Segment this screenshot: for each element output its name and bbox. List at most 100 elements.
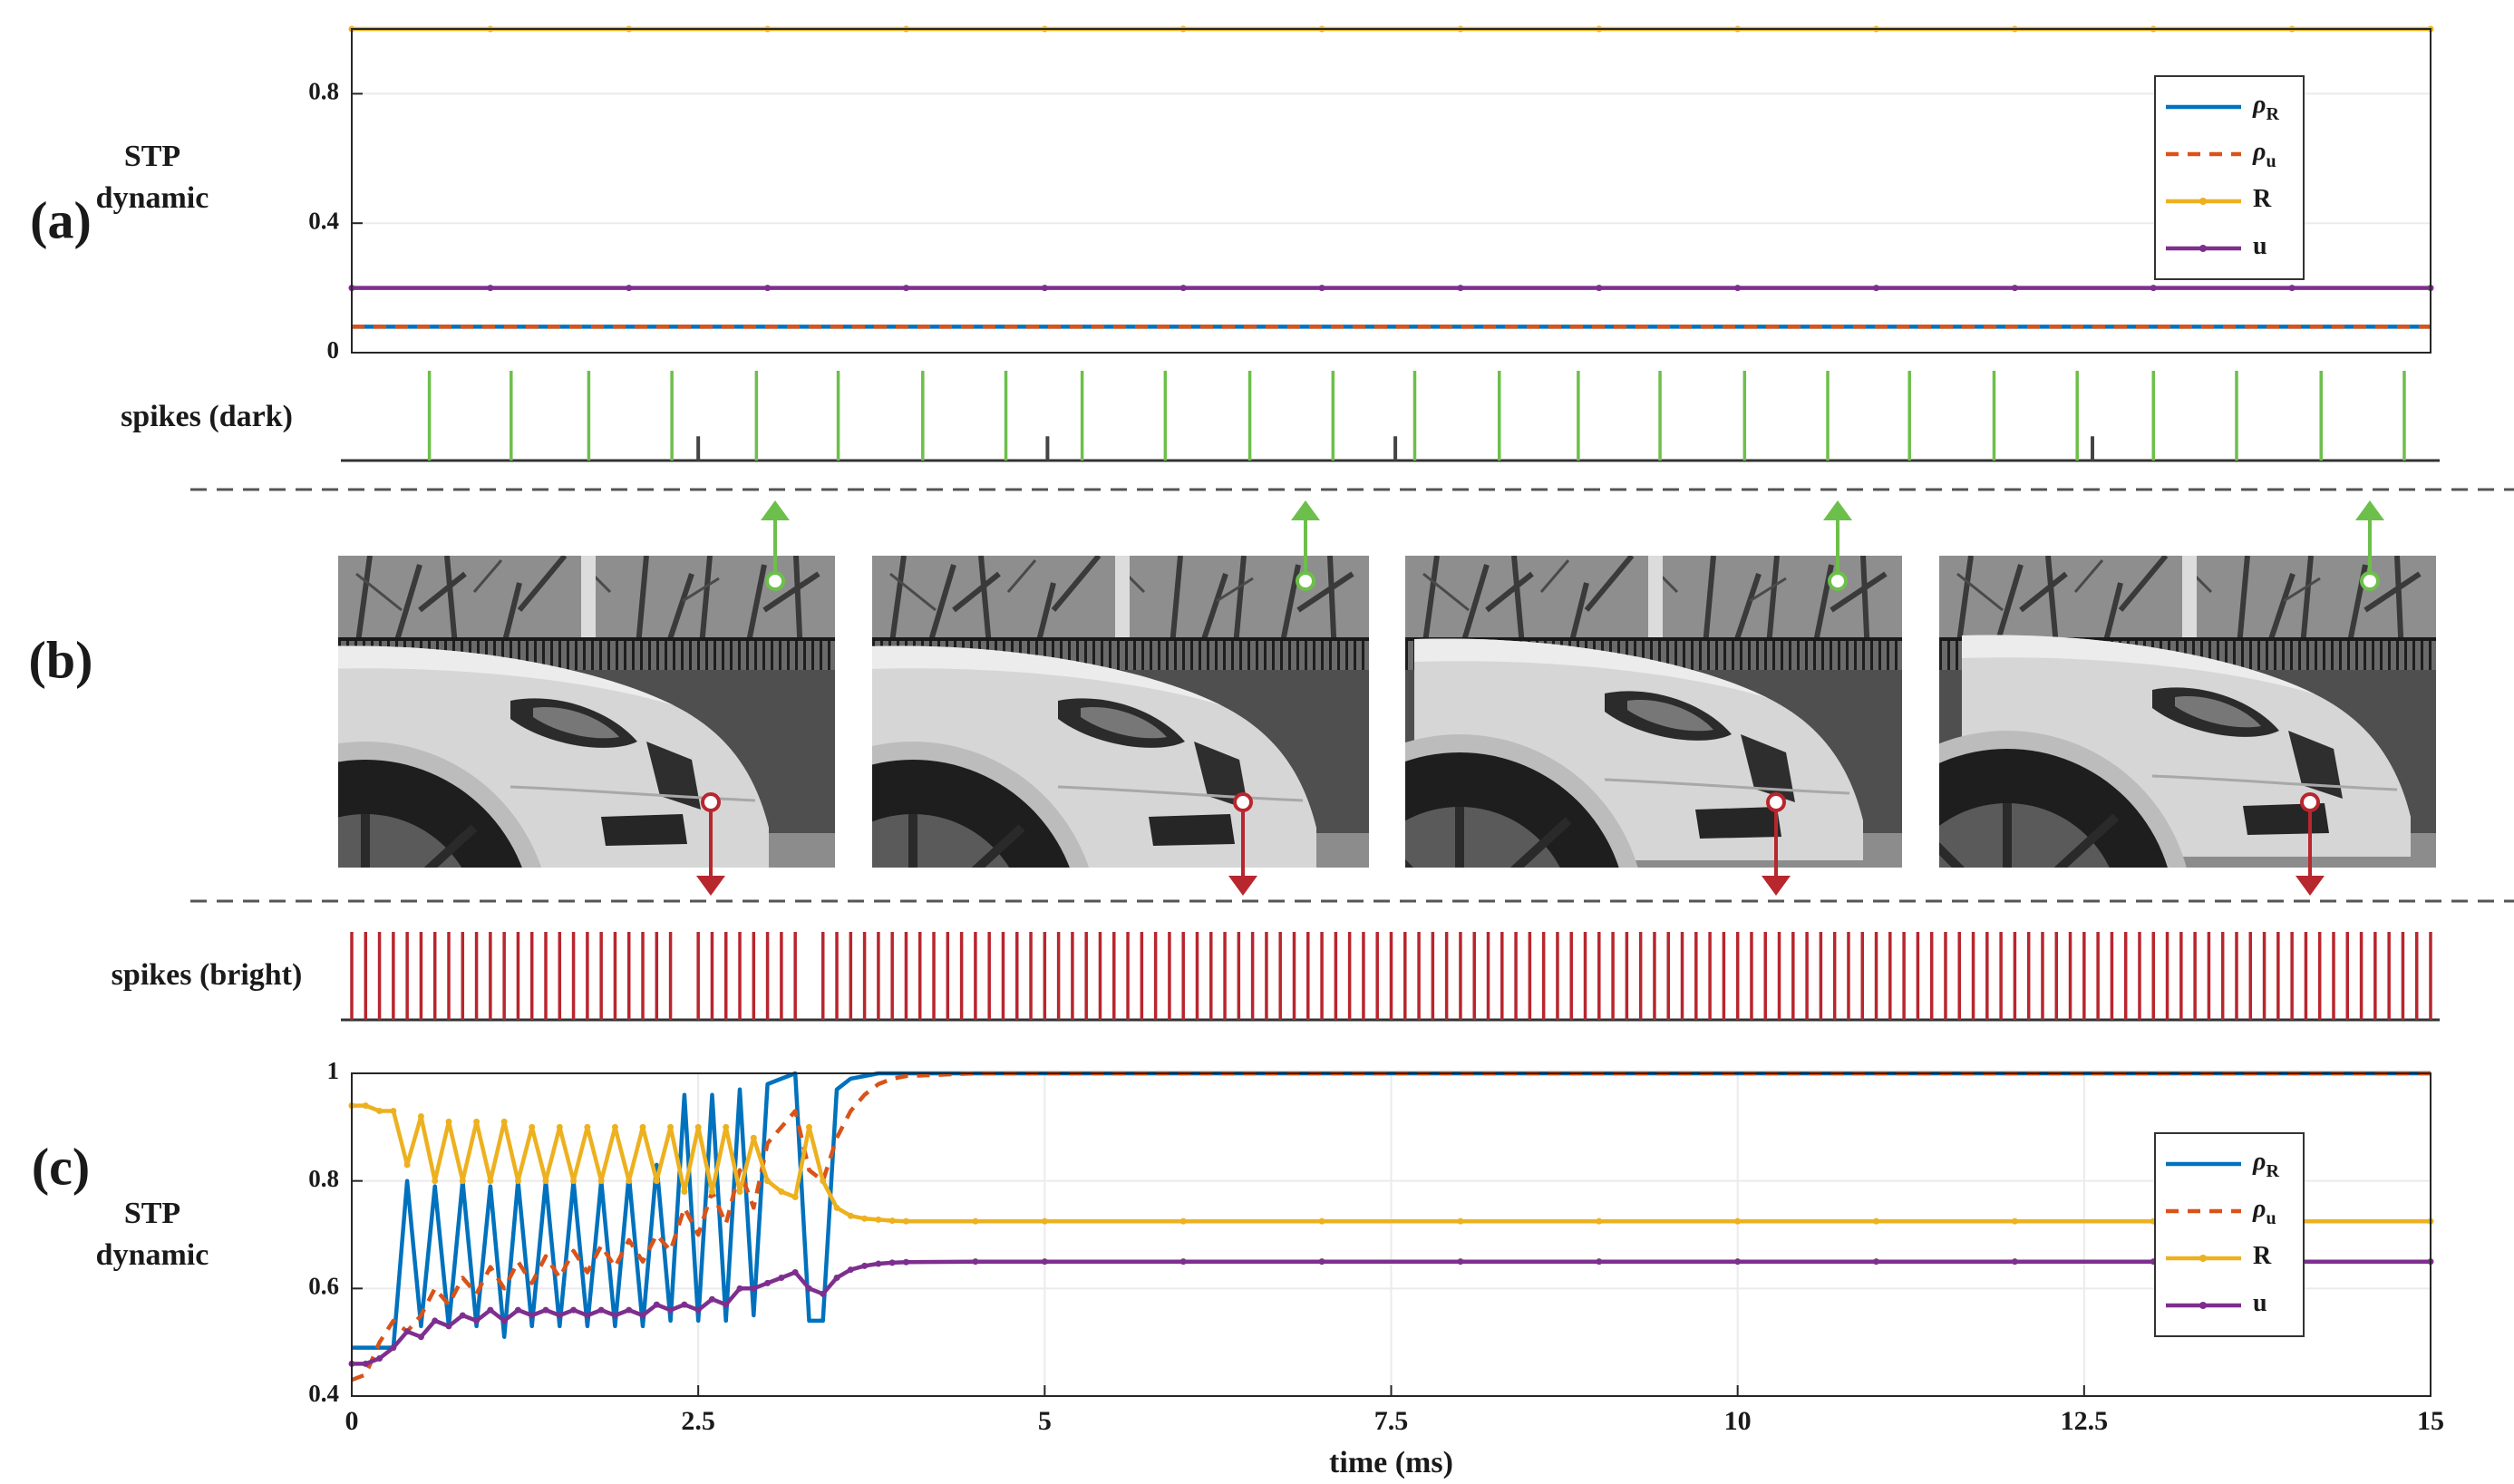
series-marker bbox=[1041, 1217, 1048, 1225]
legend-marker bbox=[2199, 198, 2207, 205]
series-marker bbox=[445, 1118, 452, 1125]
series-marker bbox=[764, 1178, 772, 1185]
series-marker bbox=[556, 1312, 563, 1319]
legend-label: R bbox=[2253, 185, 2272, 213]
series-marker bbox=[778, 1274, 785, 1281]
y-tick-label: 0.4 bbox=[308, 1380, 339, 1407]
plot-frame bbox=[351, 28, 2431, 354]
series-marker bbox=[723, 1301, 730, 1308]
y-axis-title: STP dynamic bbox=[95, 1197, 209, 1272]
legend: ρR ρu Ru bbox=[2154, 1132, 2305, 1337]
x-tick-label: 15 bbox=[2417, 1406, 2444, 1436]
series-marker bbox=[736, 1285, 743, 1292]
series-marker bbox=[1457, 285, 1464, 292]
series-marker bbox=[487, 1306, 494, 1314]
series-marker bbox=[1734, 285, 1742, 292]
legend-label: ρu bbox=[2252, 138, 2276, 170]
series-marker bbox=[500, 1317, 508, 1324]
series-marker bbox=[1318, 1217, 1325, 1225]
series-marker bbox=[403, 1161, 411, 1169]
series-marker bbox=[888, 1217, 896, 1225]
series-marker bbox=[681, 1188, 688, 1196]
series-marker bbox=[861, 1262, 869, 1269]
series-marker bbox=[820, 1290, 827, 1297]
legend-label: R bbox=[2253, 1242, 2272, 1270]
series-marker bbox=[639, 1123, 646, 1130]
y-tick-label: 0.4 bbox=[308, 207, 339, 234]
series-marker bbox=[902, 285, 909, 292]
series-marker bbox=[667, 1306, 675, 1314]
y-tick-label: 0.8 bbox=[308, 1165, 339, 1192]
legend-label: ρR bbox=[2252, 1148, 2279, 1180]
series-marker bbox=[1457, 1217, 1464, 1225]
series-marker bbox=[778, 1188, 785, 1196]
series-marker bbox=[376, 1354, 383, 1362]
series-marker bbox=[500, 1118, 508, 1125]
series-marker bbox=[390, 1344, 397, 1352]
legend-label: u bbox=[2253, 1289, 2267, 1317]
panel-label: (a) bbox=[30, 190, 92, 249]
legend: ρR ρu Ru bbox=[2154, 75, 2305, 280]
series-marker bbox=[764, 285, 772, 292]
series-marker bbox=[445, 1323, 452, 1330]
series-marker bbox=[833, 1204, 840, 1211]
series-marker bbox=[626, 285, 633, 292]
series-marker bbox=[1596, 1258, 1603, 1266]
series-marker bbox=[570, 1306, 578, 1314]
series-marker bbox=[459, 1312, 466, 1319]
series-marker bbox=[611, 1123, 618, 1130]
series-marker bbox=[750, 1285, 757, 1292]
plot-area bbox=[352, 29, 2431, 353]
dark-pointers bbox=[761, 500, 2384, 591]
series-marker bbox=[736, 1188, 743, 1196]
series-marker bbox=[1596, 1217, 1603, 1225]
series-marker bbox=[542, 1178, 549, 1185]
series-marker bbox=[570, 1178, 578, 1185]
y-axis-title: spikes (dark) bbox=[121, 400, 293, 434]
series-marker bbox=[708, 1295, 715, 1303]
series-marker bbox=[639, 1312, 646, 1319]
series-marker bbox=[529, 1123, 536, 1130]
x-tick-label: 5 bbox=[1038, 1406, 1052, 1436]
series-marker bbox=[1041, 285, 1048, 292]
panel-label: (b) bbox=[29, 630, 93, 689]
series-marker bbox=[972, 1217, 979, 1225]
series-marker bbox=[432, 1317, 439, 1324]
series-marker bbox=[390, 1108, 397, 1115]
series-marker bbox=[473, 1317, 480, 1324]
series-marker bbox=[1873, 1258, 1880, 1266]
series-marker bbox=[487, 1178, 494, 1185]
series-marker bbox=[750, 1134, 757, 1141]
series-marker bbox=[597, 1178, 605, 1185]
series-marker bbox=[2288, 285, 2296, 292]
series-marker bbox=[847, 1266, 854, 1274]
series-marker bbox=[805, 1285, 812, 1292]
series-marker bbox=[2011, 1258, 2018, 1266]
series-marker bbox=[542, 1306, 549, 1314]
series-marker bbox=[902, 1258, 909, 1266]
series-marker bbox=[432, 1178, 439, 1185]
series-marker bbox=[1318, 285, 1325, 292]
series-marker bbox=[833, 1274, 840, 1281]
series-marker bbox=[1041, 1258, 1048, 1266]
series-marker bbox=[653, 1178, 660, 1185]
series-marker bbox=[820, 1178, 827, 1185]
y-axis-title: spikes (bright) bbox=[111, 958, 303, 993]
x-axis-title: time (ms) bbox=[1329, 1446, 1453, 1479]
photo bbox=[180, 556, 835, 1113]
series-marker bbox=[2011, 1217, 2018, 1225]
legend-box bbox=[2154, 1132, 2305, 1337]
series-marker bbox=[1873, 1217, 1880, 1225]
series-marker bbox=[417, 1112, 424, 1120]
y-tick-label: 0 bbox=[327, 336, 340, 364]
series-marker bbox=[694, 1123, 702, 1130]
series-marker bbox=[667, 1123, 675, 1130]
plot-frame bbox=[351, 1072, 2431, 1397]
series-marker bbox=[847, 1212, 854, 1219]
series-marker bbox=[708, 1188, 715, 1196]
y-axis-title: STP dynamic bbox=[95, 140, 209, 215]
series-marker bbox=[473, 1118, 480, 1125]
series-marker bbox=[362, 1360, 369, 1367]
series-marker bbox=[1734, 1217, 1742, 1225]
